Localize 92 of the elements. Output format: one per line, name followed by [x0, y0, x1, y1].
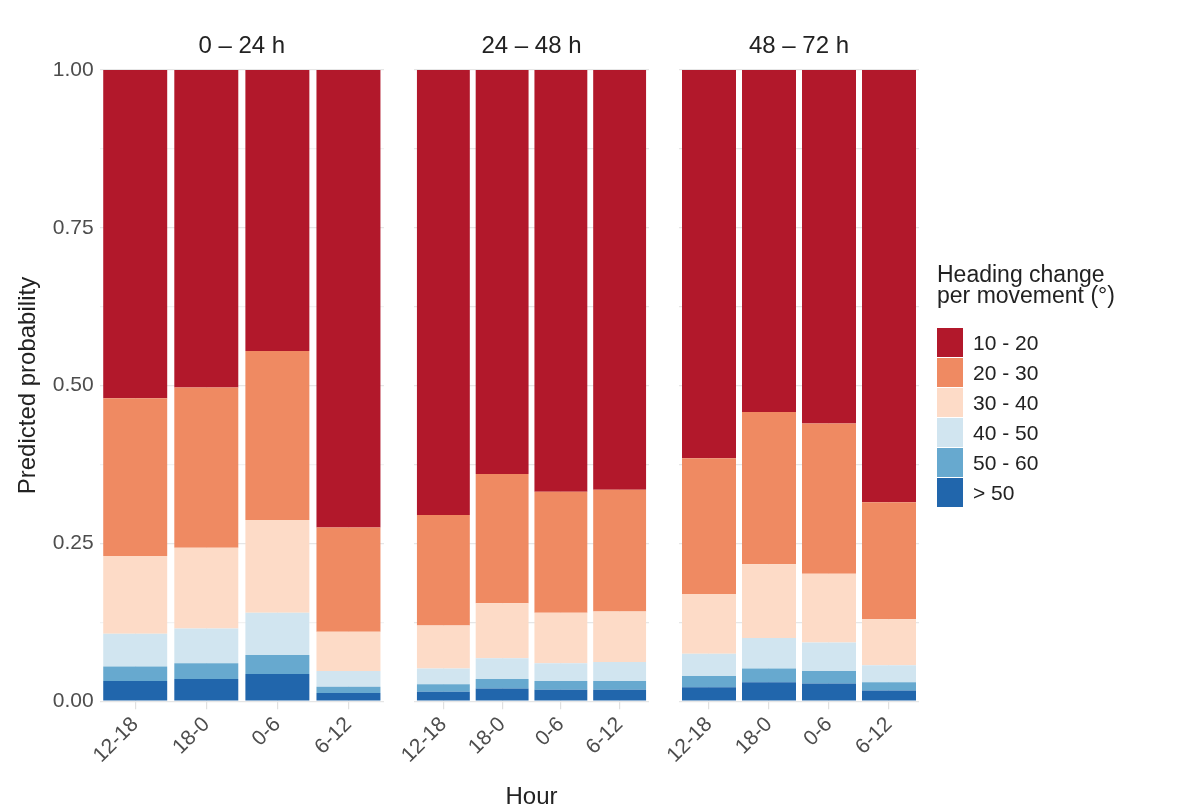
bar	[682, 675, 736, 688]
bar	[862, 502, 916, 620]
legend-title: Heading change per movement (°)	[937, 260, 1116, 308]
bar	[245, 520, 310, 613]
bar	[416, 691, 470, 701]
bar	[682, 70, 736, 459]
bar	[416, 684, 470, 692]
bar	[174, 547, 239, 629]
bar	[316, 527, 381, 632]
bar	[682, 593, 736, 654]
bar	[534, 70, 588, 492]
bar	[245, 612, 310, 656]
bar	[475, 688, 529, 701]
bar	[416, 70, 470, 515]
bar	[742, 668, 796, 683]
chart-title: 48 – 72 h	[748, 30, 850, 58]
bar	[802, 573, 856, 643]
chart-title: 24 – 48 h	[481, 30, 582, 58]
bar	[103, 556, 168, 634]
bar	[862, 665, 916, 683]
bar	[416, 668, 470, 685]
x-tick-label: 0-6	[530, 711, 568, 750]
bar	[245, 350, 310, 521]
bar	[742, 638, 796, 669]
bar	[174, 679, 239, 701]
x-axis-title: Hour	[505, 781, 558, 809]
legend-label: 30 - 40	[973, 390, 1039, 415]
bar	[475, 473, 529, 604]
bar	[593, 681, 647, 690]
bar	[316, 670, 381, 687]
bar	[534, 491, 588, 613]
x-tick-label: 0-6	[798, 711, 836, 750]
bar	[174, 663, 239, 680]
y-axis-title: Predicted probability	[13, 276, 41, 495]
bar	[475, 70, 529, 474]
bar	[245, 655, 310, 675]
bar	[742, 412, 796, 565]
bar	[245, 674, 310, 701]
bar	[416, 625, 470, 669]
bar	[245, 70, 310, 351]
bar	[534, 689, 588, 701]
bar	[742, 564, 796, 639]
bar	[802, 423, 856, 574]
bar	[593, 611, 647, 663]
bar	[174, 387, 239, 548]
legend-label: > 50	[973, 480, 1015, 505]
bar	[802, 670, 856, 684]
bar	[103, 70, 168, 399]
y-tick-label: 0.25	[52, 530, 94, 554]
legend-label: 20 - 30	[973, 360, 1039, 385]
x-tick-label: 0-6	[246, 711, 285, 750]
bar	[316, 631, 381, 671]
y-tick-label: 0.00	[52, 688, 94, 711]
bar	[742, 70, 796, 413]
bar	[593, 662, 647, 681]
bar	[862, 690, 916, 701]
bar	[475, 603, 529, 659]
chart-title: 0 – 24 h	[198, 30, 286, 58]
bar	[593, 689, 647, 701]
legend-label: 10 - 20	[973, 330, 1039, 355]
bar	[316, 693, 381, 701]
legend-label: 40 - 50	[973, 420, 1039, 445]
bar	[103, 398, 168, 557]
bar	[316, 70, 381, 528]
bar	[475, 658, 529, 680]
bar	[316, 686, 381, 693]
y-tick-label: 0.75	[52, 214, 94, 238]
bar	[862, 619, 916, 666]
bar	[802, 642, 856, 671]
y-tick-label: 0.50	[52, 372, 94, 396]
bar	[862, 682, 916, 691]
legend-label: 50 - 60	[973, 450, 1039, 475]
bar	[682, 687, 736, 701]
bar	[682, 653, 736, 676]
bar	[103, 633, 168, 667]
y-tick-label: 1.00	[52, 56, 94, 80]
bar	[103, 681, 168, 701]
bar	[862, 70, 916, 503]
bar	[802, 683, 856, 701]
bar	[475, 679, 529, 689]
bar	[534, 663, 588, 681]
bar	[103, 666, 168, 681]
bar	[593, 70, 647, 490]
bar	[593, 489, 647, 612]
bar	[174, 70, 239, 388]
bar	[802, 70, 856, 424]
bar	[174, 628, 239, 664]
bar	[534, 681, 588, 690]
bar	[416, 515, 470, 626]
bar	[682, 458, 736, 594]
bar	[534, 612, 588, 664]
bar	[742, 682, 796, 701]
